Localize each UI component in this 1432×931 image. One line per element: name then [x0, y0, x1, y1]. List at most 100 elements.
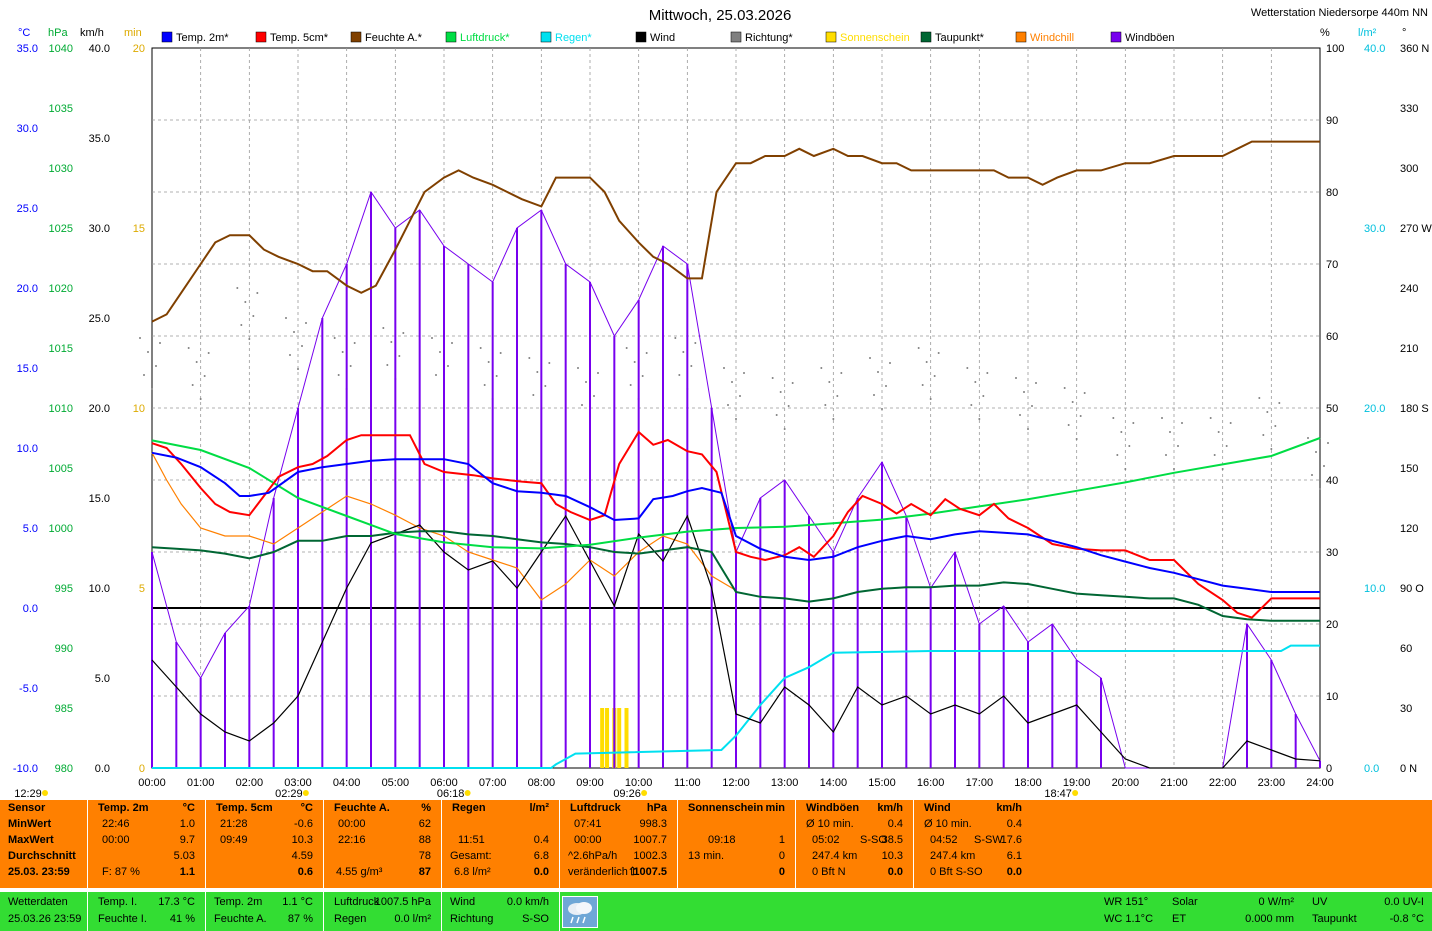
- legend-swatch: [1015, 31, 1027, 43]
- direction-point: [1270, 448, 1273, 450]
- trend-arrow-icon: ⇧: [628, 866, 638, 878]
- temp5cm-now-value: 0.6: [297, 866, 313, 878]
- direction-point: [199, 398, 202, 400]
- series-line: [151, 451, 1320, 593]
- stats-col-sonne: Sonnenschein min 09:18 1 13 min. 0 0: [678, 800, 796, 888]
- wind-header: Wind: [924, 802, 951, 814]
- time-tick: 15:00: [868, 777, 896, 789]
- current-col-wind: Wind 0.0 km/h Richtung S-SO: [442, 892, 560, 931]
- time-tick: 00:00: [138, 777, 166, 789]
- legend-swatch: [350, 31, 362, 43]
- regen-max-time: 11:51: [458, 834, 485, 846]
- time-tick: 20:00: [1112, 777, 1140, 789]
- direction-point: [1120, 431, 1123, 433]
- legend-label: Windchill: [1030, 32, 1074, 44]
- direction-tick: 240: [1400, 283, 1418, 295]
- time-tick: 05:00: [382, 777, 410, 789]
- sonne-header: Sonnenschein: [688, 802, 764, 814]
- kmh-tick: 0.0: [95, 763, 110, 775]
- direction-point: [1161, 417, 1163, 419]
- stats-col-feuchte: Feuchte A.% 00:00 62 22:16 88 78 4.55 g/m³…: [324, 800, 442, 888]
- direction-point: [731, 381, 733, 383]
- wc-value: WC 1.1°C: [1104, 913, 1154, 925]
- luftdruck-now-label: veränderlich: [568, 866, 628, 878]
- direction-point: [877, 371, 879, 373]
- direction-point: [629, 384, 632, 386]
- direction-point: [1027, 428, 1029, 430]
- kmh-tick: 15.0: [89, 493, 110, 505]
- temp5cm-avg: 4.59: [291, 850, 313, 862]
- direction-point: [771, 377, 774, 379]
- direction-point: [1019, 414, 1021, 416]
- time-tick: 24:00: [1306, 777, 1334, 789]
- legend-label: Sonnenschein: [840, 32, 910, 44]
- legend-label: Richtung*: [745, 32, 793, 44]
- direction-point: [548, 362, 551, 364]
- et-label: ET: [1172, 913, 1187, 925]
- legend-item: Wind: [635, 31, 675, 44]
- direction-point: [451, 342, 453, 344]
- luftdruck-unit: hPa: [646, 802, 667, 814]
- direction-point: [1116, 454, 1119, 456]
- direction-point: [1071, 401, 1074, 403]
- unit-hpa: hPa: [48, 27, 68, 39]
- percent-tick: 50: [1326, 403, 1338, 415]
- time-tick: 02:00: [236, 777, 264, 789]
- direction-point: [191, 384, 194, 386]
- time-tick: 18:00: [1014, 777, 1042, 789]
- percent-tick: 40: [1326, 475, 1338, 487]
- legend-item: Luftdruck*: [445, 31, 510, 44]
- temp2m-max-time: 00:00: [102, 834, 130, 846]
- current-col-outdoor: Temp. 2m 1.1 °C Feuchte A. 87 %: [206, 892, 324, 931]
- direction-point: [1311, 474, 1313, 476]
- feuchte-avg: 78: [418, 850, 431, 862]
- direction-point: [301, 345, 303, 347]
- series-line: [152, 644, 1320, 769]
- hpa-tick: 1040: [49, 43, 73, 55]
- celsius-tick: -10.0: [13, 763, 38, 775]
- unit-rain: l/m²: [1358, 27, 1377, 39]
- direction-point: [248, 338, 251, 340]
- direction-point: [873, 394, 875, 396]
- sonne-unit: min: [765, 802, 785, 814]
- boeen-max-dir: S-SO: [860, 834, 887, 846]
- direction-point: [1209, 417, 1212, 419]
- percent-tick: 30: [1326, 547, 1338, 559]
- luftdruck-current-label: Luftdruck: [334, 896, 380, 908]
- celsius-tick: 15.0: [17, 363, 38, 375]
- direction-point: [828, 381, 831, 383]
- rain-tick: 10.0: [1364, 583, 1385, 595]
- luftdruck-min-time: 07:41: [574, 818, 602, 830]
- series-line: [151, 437, 1321, 550]
- wind-min-value: 0.4: [1006, 818, 1022, 830]
- direction-point: [337, 374, 340, 376]
- stats-panel: Sensor MinWert MaxWert Durchschnitt 25.0…: [0, 800, 1432, 888]
- sun-marker-icon: [1072, 790, 1079, 796]
- direction-point: [1173, 468, 1175, 470]
- kmh-tick: 40.0: [89, 43, 110, 55]
- direction-point: [694, 342, 697, 344]
- kmh-tick: 30.0: [89, 223, 110, 235]
- luftdruck-avg: 1002.3: [633, 850, 667, 862]
- temp2m-min-value: 1.0: [179, 818, 195, 830]
- legend-item: Sonnenschein: [825, 31, 910, 44]
- boeen-unit: km/h: [877, 802, 903, 814]
- direction-point: [143, 374, 145, 376]
- legend-swatch: [445, 31, 457, 43]
- direction-point: [783, 428, 786, 430]
- wr-value: WR 151°: [1104, 896, 1149, 908]
- series-line: [151, 514, 1321, 769]
- direction-point: [727, 404, 729, 406]
- direction-point: [982, 395, 985, 397]
- regen-header: Regen: [452, 802, 486, 814]
- time-tick: 06:00: [430, 777, 458, 789]
- celsius-tick: 30.0: [17, 123, 38, 135]
- legend-label: Regen*: [555, 32, 592, 44]
- legend-label: Wind: [650, 32, 675, 44]
- direction-point: [775, 414, 778, 416]
- direction-point: [483, 384, 486, 386]
- temp5cm-min-time: 21:28: [220, 818, 248, 830]
- stats-col-temp2m: Temp. 2m °C 22:46 1.0 00:00 9.7 5.03 F: 87 …: [88, 800, 206, 888]
- min-tick: 0: [139, 763, 145, 775]
- wind-current-label: Wind: [450, 896, 476, 908]
